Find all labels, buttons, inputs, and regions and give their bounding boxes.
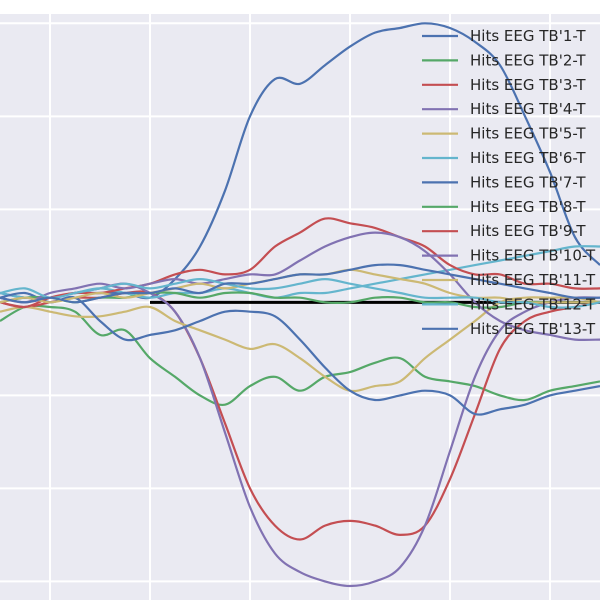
series-line-12 <box>0 278 600 309</box>
series-line-10 <box>0 231 600 342</box>
legend: Hits EEG TB'1-T Hits EEG TB'2-T Hits EEG T… <box>422 27 596 338</box>
legend-label-12: Hits EEG TB'12-T <box>470 295 596 313</box>
legend-label-2: Hits EEG TB'2-T <box>470 51 586 69</box>
legend-label-1: Hits EEG TB'1-T <box>470 27 586 45</box>
series-line-13 <box>0 263 600 304</box>
legend-label-9: Hits EEG TB'9-T <box>470 222 586 240</box>
legend-label-5: Hits EEG TB'5-T <box>470 125 586 143</box>
legend-label-7: Hits EEG TB'7-T <box>470 173 586 191</box>
legend-label-3: Hits EEG TB'3-T <box>470 76 586 94</box>
legend-label-8: Hits EEG TB'8-T <box>470 198 586 216</box>
title-area <box>0 0 600 14</box>
legend-label-10: Hits EEG TB'10-T <box>470 247 596 265</box>
legend-label-11: Hits EEG TB'11-T <box>470 271 596 289</box>
series-line-7 <box>0 291 600 416</box>
series-line-2 <box>0 304 600 407</box>
legend-label-4: Hits EEG TB'4-T <box>470 100 586 118</box>
legend-label-6: Hits EEG TB'6-T <box>470 149 586 167</box>
legend-label-13: Hits EEG TB'13-T <box>470 320 596 338</box>
series-lines <box>0 22 600 588</box>
